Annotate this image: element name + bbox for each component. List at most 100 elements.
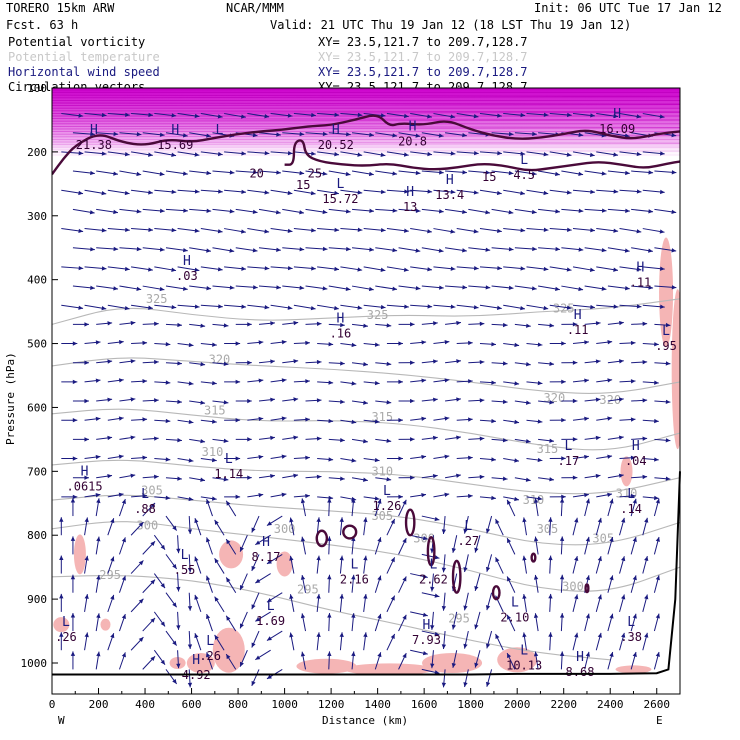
vector-head (239, 623, 244, 629)
vector-head (549, 323, 555, 328)
vector-head (508, 131, 514, 137)
vector-head (241, 114, 246, 119)
vector-head (479, 321, 485, 327)
vector-head (255, 540, 261, 545)
vector-head (316, 474, 322, 480)
vector-head (514, 419, 520, 425)
vector-head (590, 304, 595, 310)
extremum-value: .95 (655, 339, 677, 353)
vector-head (520, 112, 526, 118)
theta-contour (52, 494, 680, 546)
vector-head (270, 359, 275, 364)
vector-head (574, 556, 579, 561)
forecast-hour: Fcst. 63 h (6, 18, 78, 32)
vector-head (549, 361, 555, 367)
vector-head (363, 323, 368, 328)
extremum-value: 1.14 (214, 467, 243, 481)
vector-head (655, 498, 660, 504)
vector-head (351, 419, 357, 425)
vector-head (502, 399, 508, 405)
vector-head (473, 190, 479, 195)
vector-head (172, 678, 177, 684)
vector-head (422, 536, 428, 541)
vector-head (84, 322, 89, 327)
valid-time: Valid: 21 UTC Thu 19 Jan 12 (18 LST Thu … (270, 18, 631, 32)
vector-head (543, 266, 549, 272)
vector-head (148, 112, 154, 118)
vector-head (339, 593, 344, 599)
vector-head (113, 246, 119, 252)
vector-head (566, 267, 572, 272)
vector-head (485, 210, 491, 215)
vector-head (463, 528, 468, 534)
vector-head (462, 170, 468, 175)
vector-head (507, 576, 512, 582)
vector-head (625, 208, 630, 213)
vector-head (136, 209, 142, 214)
vector-head (351, 342, 357, 348)
vector-head (572, 360, 578, 365)
pv-shading-line (52, 96, 680, 99)
vector-head (468, 417, 473, 422)
vector-head (200, 439, 206, 444)
vector-head (444, 378, 450, 383)
theta-label: 310 (523, 493, 545, 507)
vector-head (404, 304, 409, 309)
vector-head (118, 378, 124, 383)
vector-head (130, 473, 136, 478)
vector-head (206, 537, 211, 543)
vector-head (636, 229, 642, 234)
pv-loop (451, 559, 462, 594)
vector-head (439, 285, 444, 290)
vector-head (630, 455, 636, 460)
theta-label: 325 (553, 301, 575, 315)
extremum-value: 7.93 (412, 633, 441, 647)
vector-head (369, 247, 374, 252)
vector-head (150, 579, 156, 585)
extremum-marker: L (383, 484, 391, 499)
vector-head (485, 528, 491, 534)
vector-head (177, 476, 182, 481)
extremum-value: 2.16 (340, 572, 369, 586)
vector-head (300, 536, 306, 542)
vector-head (293, 320, 299, 326)
vector-head (463, 605, 468, 611)
vector-head (559, 536, 565, 542)
pv-loop (530, 552, 537, 563)
vector-head (390, 518, 395, 524)
vector-head (206, 170, 212, 176)
extremum-marker: L (141, 487, 149, 502)
vector-head (363, 439, 368, 444)
vector-head (441, 529, 447, 534)
vector-head (671, 209, 677, 215)
vector-head (130, 359, 136, 364)
extremum-value: .0615 (67, 480, 103, 494)
vector-head (148, 305, 153, 310)
vector-head (223, 400, 229, 405)
vector-head (589, 267, 595, 272)
vector-head (590, 189, 595, 195)
vector-head (374, 496, 380, 501)
pv-shading-line (52, 119, 680, 122)
vector-head (432, 473, 438, 479)
pv-patch (73, 534, 86, 575)
extremum-marker: L (62, 615, 70, 630)
vector-head (438, 209, 444, 214)
vector-head (456, 397, 461, 402)
vector-head (351, 574, 356, 580)
vector-head (78, 113, 84, 118)
pv-shading-line (52, 143, 680, 146)
vector-head (264, 150, 270, 156)
vector-head (340, 438, 345, 443)
vector-head (497, 265, 502, 271)
vector-head (251, 527, 256, 533)
vector-head (293, 435, 299, 440)
vector-head (287, 151, 293, 156)
vector-head (451, 662, 456, 668)
potential-vorticity-contours (52, 114, 680, 601)
vector-head (101, 151, 107, 156)
vector-head (427, 267, 432, 272)
vector-head (95, 340, 101, 345)
vector-head (84, 517, 89, 523)
vector-head (334, 190, 339, 196)
